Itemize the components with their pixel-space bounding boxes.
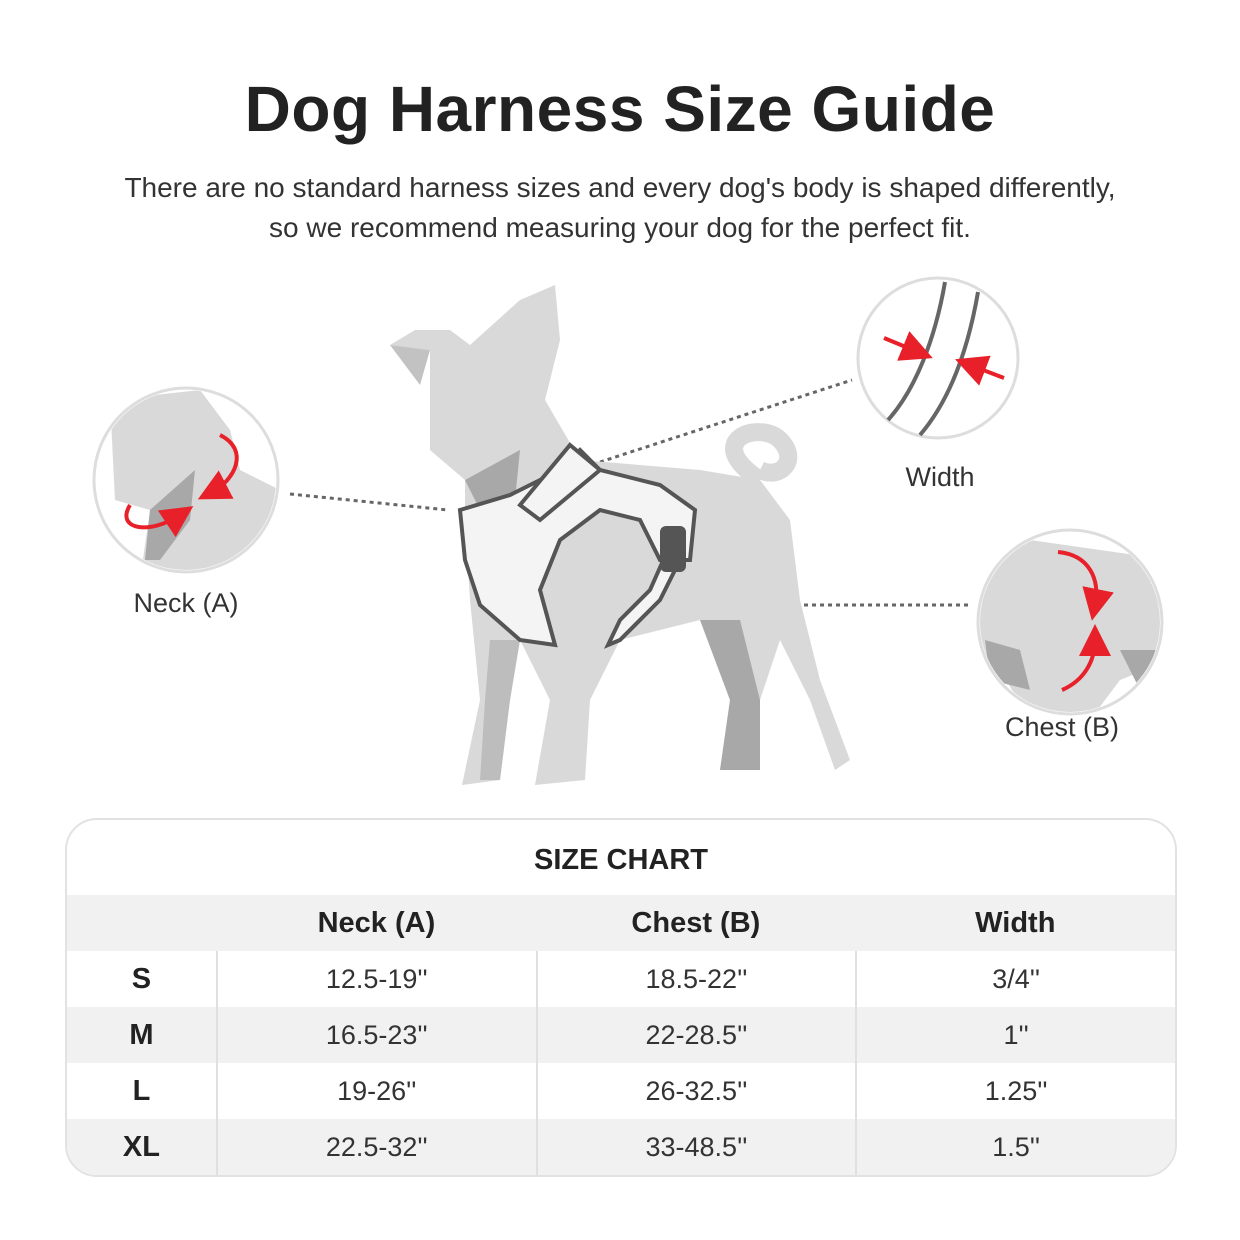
table-header-row: Neck (A) Chest (B) Width (67, 895, 1175, 951)
chest-cell: 18.5-22'' (535, 951, 856, 1007)
page-title: Dog Harness Size Guide (244, 73, 996, 145)
width-cell: 1.25'' (855, 1063, 1175, 1119)
neck-label: Neck (A) (133, 588, 239, 618)
harness (457, 442, 698, 649)
width-cell: 1'' (855, 1007, 1175, 1063)
size-cell: M (129, 1018, 154, 1051)
neck-cell: 22.5-32'' (215, 1119, 536, 1175)
width-detail-circle (856, 276, 1020, 440)
width-cell: 1.5'' (855, 1119, 1175, 1175)
size-cell: S (131, 962, 152, 995)
dog-harness-illustration (92, 276, 1164, 785)
width-cell: 3/4'' (855, 951, 1175, 1007)
column-header: Neck (A) (317, 906, 436, 939)
neck-detail-circle (92, 386, 280, 574)
chest-cell: 26-32.5'' (535, 1063, 856, 1119)
chest-detail-circle (976, 528, 1164, 716)
size-cell: L (132, 1074, 151, 1107)
table-row: S 12.5-19'' 18.5-22'' 3/4'' (67, 951, 1175, 1007)
subtitle-line: There are no standard harness sizes and … (124, 172, 1116, 203)
subtitle-line: so we recommend measuring your dog for t… (269, 212, 971, 243)
dog-figure (390, 285, 850, 785)
neck-cell: 16.5-23'' (215, 1007, 536, 1063)
neck-cell: 19-26'' (215, 1063, 536, 1119)
chest-cell: 22-28.5'' (535, 1007, 856, 1063)
chest-label: Chest (B) (1004, 712, 1120, 742)
table-row: L 19-26'' 26-32.5'' 1.25'' (67, 1063, 1175, 1119)
neck-cell: 12.5-19'' (215, 951, 536, 1007)
table-row: XL 22.5-32'' 33-48.5'' 1.5'' (67, 1119, 1175, 1175)
width-label: Width (905, 462, 975, 492)
size-cell: XL (122, 1130, 160, 1163)
size-chart-title: SIZE CHART (534, 844, 708, 876)
chest-cell: 33-48.5'' (535, 1119, 856, 1175)
column-header (67, 895, 217, 951)
page-subtitle: There are no standard harness sizes and … (0, 168, 1240, 248)
column-header: Width (975, 906, 1056, 939)
table-row: M 16.5-23'' 22-28.5'' 1'' (67, 1007, 1175, 1063)
column-header: Chest (B) (631, 906, 761, 939)
size-chart-table: SIZE CHART Neck (A) Chest (B) Width S 12… (65, 818, 1177, 1177)
